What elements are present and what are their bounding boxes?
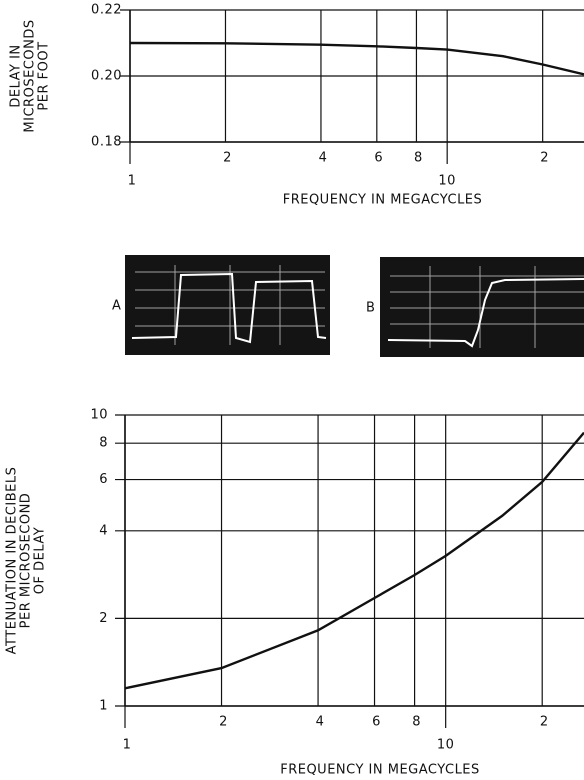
- x-tick-label: 10: [438, 174, 456, 189]
- x-tick-label: 1: [123, 738, 132, 753]
- panel-label: A: [112, 299, 121, 314]
- x-tick-label: 8: [412, 715, 421, 730]
- x-tick-label: 1: [128, 174, 137, 189]
- oscillogram-b: [380, 257, 584, 357]
- x-tick-label: 2: [219, 715, 228, 730]
- y-tick-label: 2: [99, 611, 108, 626]
- y-axis-label: PER MICROSECOND: [19, 493, 34, 629]
- curve: [129, 41, 584, 76]
- x-axis-label: FREQUENCY IN MEGACYCLES: [283, 193, 483, 208]
- x-tick-label: 6: [372, 715, 381, 730]
- x-tick-label: 2: [540, 151, 549, 166]
- y-tick-label: 0.22: [91, 3, 122, 18]
- x-tick-label: 4: [316, 715, 325, 730]
- y-tick-label: 1: [99, 699, 108, 714]
- y-axis-label: DELAY IN: [9, 44, 24, 107]
- y-tick-label: 0.18: [91, 135, 122, 150]
- x-tick-label: 2: [223, 151, 232, 166]
- x-tick-label: 10: [437, 738, 455, 753]
- y-tick-label: 0.20: [91, 69, 122, 84]
- y-tick-label: 10: [90, 408, 108, 423]
- y-axis-label: ATTENUATION IN DECIBELS: [5, 467, 20, 655]
- y-tick-label: 4: [99, 523, 108, 538]
- x-tick-label: 4: [319, 151, 328, 166]
- oscillogram-a: [125, 255, 330, 355]
- y-axis-label: PER FOOT: [37, 41, 52, 110]
- panel-label: B: [366, 301, 375, 316]
- y-tick-label: 6: [99, 472, 108, 487]
- x-tick-label: 6: [374, 151, 383, 166]
- y-tick-label: 8: [99, 436, 108, 451]
- x-tick-label: 8: [414, 151, 423, 166]
- x-axis-label: FREQUENCY IN MEGACYCLES: [280, 763, 480, 778]
- y-axis-label: OF DELAY: [33, 527, 48, 594]
- x-tick-label: 2: [540, 715, 549, 730]
- y-axis-label: MICROSECONDS: [23, 19, 38, 132]
- curve: [124, 431, 584, 690]
